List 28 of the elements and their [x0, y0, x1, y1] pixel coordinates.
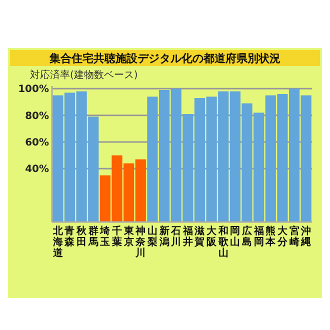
x-tick-label: 埼玉: [99, 225, 110, 248]
x-tick-label: 福井: [182, 225, 193, 248]
y-tick-label: 40%: [25, 164, 49, 176]
x-tick-label: 宮崎: [289, 225, 300, 248]
x-tick-label: 北海道: [52, 225, 64, 259]
y-tick-label: 60%: [25, 138, 49, 148]
x-tick-label: 大阪: [206, 225, 218, 248]
y-tick-label: 100%: [18, 84, 49, 96]
x-tick-label: 沖縄: [300, 225, 312, 248]
x-tick-label: 大分: [276, 225, 288, 248]
x-tick-label: 千葉: [111, 225, 122, 248]
x-tick-label: 新潟: [158, 225, 170, 248]
x-tick-label: 広島: [241, 225, 252, 248]
x-tick-label: 岡山: [230, 226, 240, 248]
x-tick-label: 石川: [170, 226, 182, 248]
y-tick-label: 80%: [25, 110, 49, 122]
y-axis-title: 対応済率(建物数ベース): [30, 69, 138, 81]
chart-title: 集合住宅共聴施設デジタル化の都道府県別状況: [48, 52, 280, 65]
x-tick-label: 熊本: [264, 225, 277, 248]
x-tick-label: 秋田: [76, 225, 88, 248]
x-tick-label: 滋賀: [194, 225, 205, 248]
x-tick-label: 福岡: [252, 225, 264, 248]
x-tick-label: 神奈川: [134, 225, 147, 259]
x-tick-label: 山梨: [146, 225, 158, 248]
x-tick-label: 青森: [64, 225, 76, 248]
x-tick-label: 群馬: [87, 225, 98, 248]
x-tick-label: 東京: [122, 225, 135, 248]
x-tick-label: 和歌山: [217, 225, 230, 259]
